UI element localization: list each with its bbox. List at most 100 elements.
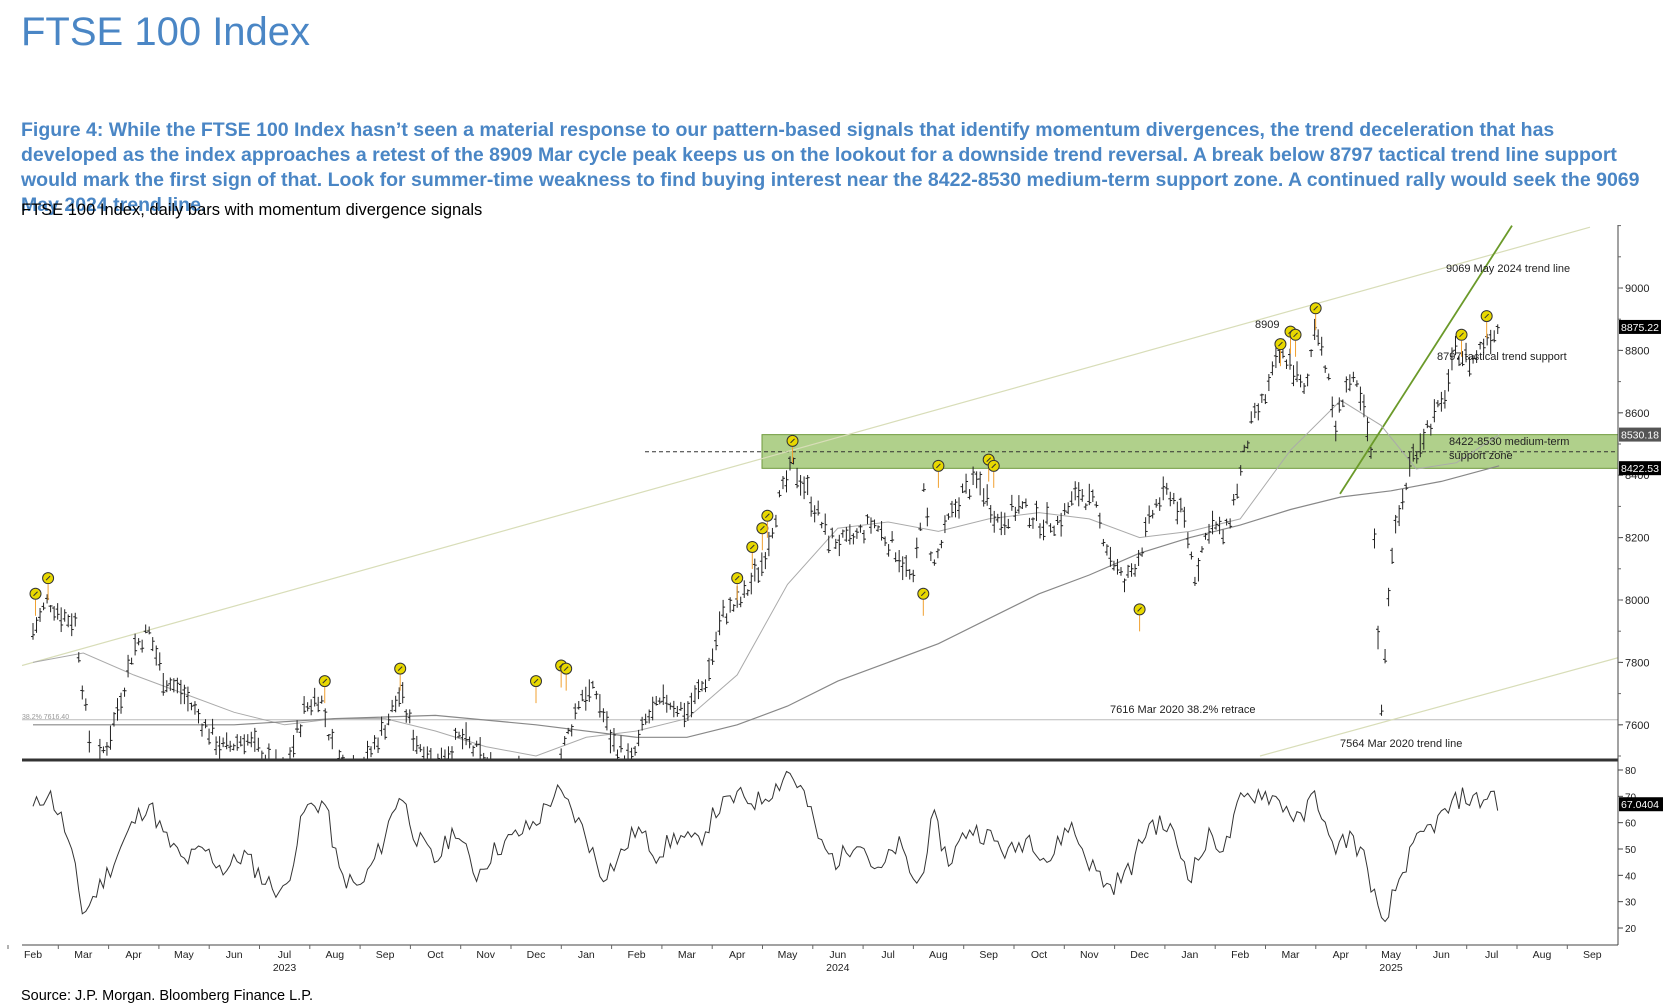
price-bar	[1045, 502, 1050, 525]
price-bar	[1379, 704, 1384, 716]
signal-marker-icon	[932, 459, 945, 488]
signal-marker-icon	[746, 540, 759, 569]
price-bar	[1115, 558, 1120, 575]
price-bar	[496, 771, 500, 785]
price-bar	[992, 510, 997, 533]
price-bar	[633, 745, 638, 756]
price-bar	[1080, 488, 1085, 502]
price-bar	[189, 702, 194, 711]
price-bar	[1478, 341, 1483, 350]
price-bar	[1305, 373, 1310, 387]
price-bar	[182, 684, 187, 705]
price-bar	[640, 716, 645, 731]
price-bar	[879, 521, 884, 541]
price-bar	[1319, 336, 1324, 356]
osc-y-tick-label: 80	[1625, 766, 1637, 777]
signal-marker-icon	[318, 675, 331, 704]
price-bar	[97, 738, 102, 760]
price-bar	[552, 780, 556, 790]
price-bar	[1129, 563, 1134, 577]
price-bar	[1376, 625, 1381, 650]
price-bar	[1488, 329, 1493, 355]
x-month-label: Aug	[1533, 949, 1552, 961]
price-tag	[1619, 427, 1661, 442]
price-bar	[1171, 492, 1176, 505]
price-bar	[1126, 564, 1131, 578]
price-bar	[643, 713, 648, 725]
price-bar	[59, 607, 64, 633]
price-bar	[654, 695, 659, 706]
price-bar	[41, 602, 46, 611]
price-bar	[542, 770, 546, 776]
price-bar	[426, 746, 430, 760]
price-bar	[1333, 420, 1338, 442]
price-bar	[390, 699, 395, 713]
price-bar	[1048, 523, 1053, 533]
signal-marker-icon	[1455, 328, 1468, 357]
x-month-label: Mar	[74, 949, 93, 961]
x-month-label: Mar	[1281, 949, 1300, 961]
price-bar	[503, 781, 507, 790]
price-bar	[414, 735, 419, 754]
price-bar	[1066, 502, 1071, 515]
osc-value-tag-label: 67.0404	[1621, 799, 1659, 811]
price-bar	[95, 759, 97, 760]
price-bar	[393, 695, 398, 713]
price-bar	[914, 537, 919, 559]
price-bar	[1460, 351, 1465, 367]
price-bar	[277, 761, 281, 778]
price-bar	[833, 538, 838, 549]
price-bar	[949, 500, 954, 518]
price-bar	[1143, 517, 1148, 537]
price-bar	[932, 559, 937, 566]
price-bar	[795, 467, 800, 489]
price-bar	[457, 731, 462, 739]
x-month-label: Jan	[578, 949, 595, 961]
price-bar	[611, 727, 616, 752]
price-bar	[298, 724, 303, 738]
price-bar	[383, 724, 388, 740]
price-bar	[133, 633, 138, 656]
chart-subtitle: FTSE 100 Index, daily bars with momentum…	[21, 201, 483, 219]
price-bar	[1055, 515, 1060, 525]
price-bar	[981, 488, 986, 507]
upper-channel-line	[22, 226, 1591, 667]
price-bar	[76, 652, 81, 663]
price-bar	[1111, 560, 1116, 571]
price-bar	[154, 645, 159, 666]
price-bar	[664, 694, 669, 713]
price-bar	[386, 713, 391, 726]
tactical-trend-line	[1339, 225, 1513, 495]
price-bar	[1108, 546, 1113, 567]
price-bar	[1094, 501, 1099, 508]
price-bar	[918, 522, 923, 531]
price-bar	[1457, 356, 1462, 367]
price-bar	[520, 766, 524, 775]
price-bar	[175, 677, 180, 694]
annotation-tactical: 8797 tactical trend support	[1437, 351, 1567, 363]
price-bar	[562, 736, 567, 746]
price-bar	[87, 730, 92, 753]
price-bar	[805, 474, 810, 496]
price-bar	[1101, 538, 1106, 547]
price-bar	[337, 749, 342, 760]
price-bar	[703, 679, 708, 693]
x-month-label: Oct	[1031, 949, 1047, 961]
price-bar	[1397, 505, 1402, 527]
price-bar	[1203, 532, 1208, 540]
price-bar	[453, 727, 458, 740]
price-bar	[1351, 371, 1356, 383]
price-bar	[538, 771, 542, 794]
price-bar	[1249, 411, 1254, 424]
price-bar	[868, 517, 873, 534]
price-bar	[348, 768, 352, 779]
price-bar	[1340, 399, 1345, 408]
price-bar	[418, 744, 423, 753]
annotation-zone-2: support zone	[1449, 450, 1513, 462]
x-month-label: Apr	[125, 949, 142, 961]
price-bar	[809, 496, 814, 517]
x-month-label: Mar	[678, 949, 697, 961]
price-bar	[657, 697, 662, 705]
price-bar	[168, 677, 173, 691]
annotation-left-label: 38.2% 7616.40	[22, 714, 69, 721]
